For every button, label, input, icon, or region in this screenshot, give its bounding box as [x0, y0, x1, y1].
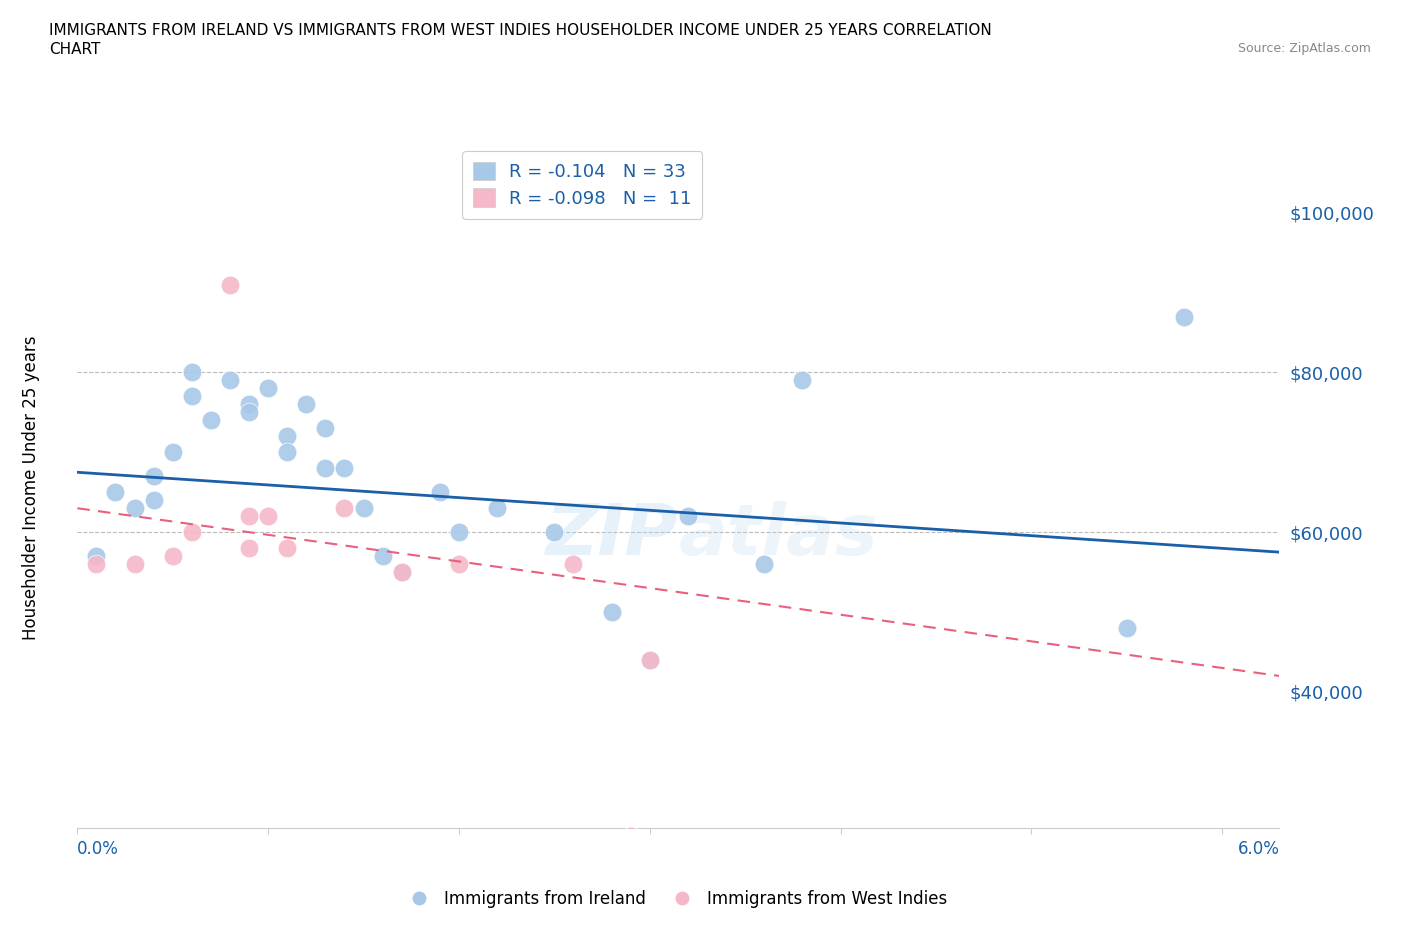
Point: [600, 604, 623, 619]
Point: [391, 565, 413, 579]
Point: [314, 421, 336, 436]
Point: [792, 373, 814, 388]
Point: [353, 500, 375, 515]
Text: Householder Income Under 25 years: Householder Income Under 25 years: [22, 336, 39, 641]
Point: [638, 653, 661, 668]
Text: IMMIGRANTS FROM IRELAND VS IMMIGRANTS FROM WEST INDIES HOUSEHOLDER INCOME UNDER : IMMIGRANTS FROM IRELAND VS IMMIGRANTS FR…: [49, 23, 993, 38]
Text: CHART: CHART: [49, 42, 101, 57]
Point: [371, 549, 394, 564]
Point: [314, 461, 336, 476]
Point: [200, 413, 222, 428]
Point: [257, 381, 280, 396]
Point: [104, 485, 127, 499]
Point: [257, 509, 280, 524]
Point: [562, 557, 585, 572]
Point: [180, 389, 202, 404]
Text: 6.0%: 6.0%: [1237, 840, 1279, 857]
Point: [162, 445, 184, 459]
Point: [86, 557, 108, 572]
Point: [142, 469, 165, 484]
Point: [447, 557, 470, 572]
Point: [676, 509, 699, 524]
Point: [295, 397, 318, 412]
Point: [276, 540, 298, 555]
Point: [1115, 620, 1137, 635]
Point: [124, 500, 146, 515]
Point: [276, 429, 298, 444]
Point: [754, 557, 776, 572]
Point: [276, 445, 298, 459]
Point: [180, 365, 202, 379]
Text: ZIP: ZIP: [546, 501, 679, 570]
Text: 0.0%: 0.0%: [77, 840, 120, 857]
Point: [219, 373, 242, 388]
Point: [486, 500, 509, 515]
Point: [238, 509, 260, 524]
Point: [238, 397, 260, 412]
Point: [180, 525, 202, 539]
Point: [86, 549, 108, 564]
Point: [333, 461, 356, 476]
Point: [142, 493, 165, 508]
Point: [333, 500, 356, 515]
Legend: R = -0.104   N = 33, R = -0.098   N =  11: R = -0.104 N = 33, R = -0.098 N = 11: [463, 151, 703, 219]
Point: [219, 277, 242, 292]
Point: [124, 557, 146, 572]
Point: [162, 549, 184, 564]
Point: [238, 540, 260, 555]
Point: [238, 405, 260, 419]
Point: [391, 565, 413, 579]
Legend: Immigrants from Ireland, Immigrants from West Indies: Immigrants from Ireland, Immigrants from…: [395, 883, 955, 914]
Point: [620, 829, 643, 844]
Text: Source: ZipAtlas.com: Source: ZipAtlas.com: [1237, 42, 1371, 55]
Point: [543, 525, 565, 539]
Point: [429, 485, 451, 499]
Point: [447, 525, 470, 539]
Point: [1173, 309, 1195, 324]
Text: atlas: atlas: [679, 501, 879, 570]
Point: [638, 653, 661, 668]
